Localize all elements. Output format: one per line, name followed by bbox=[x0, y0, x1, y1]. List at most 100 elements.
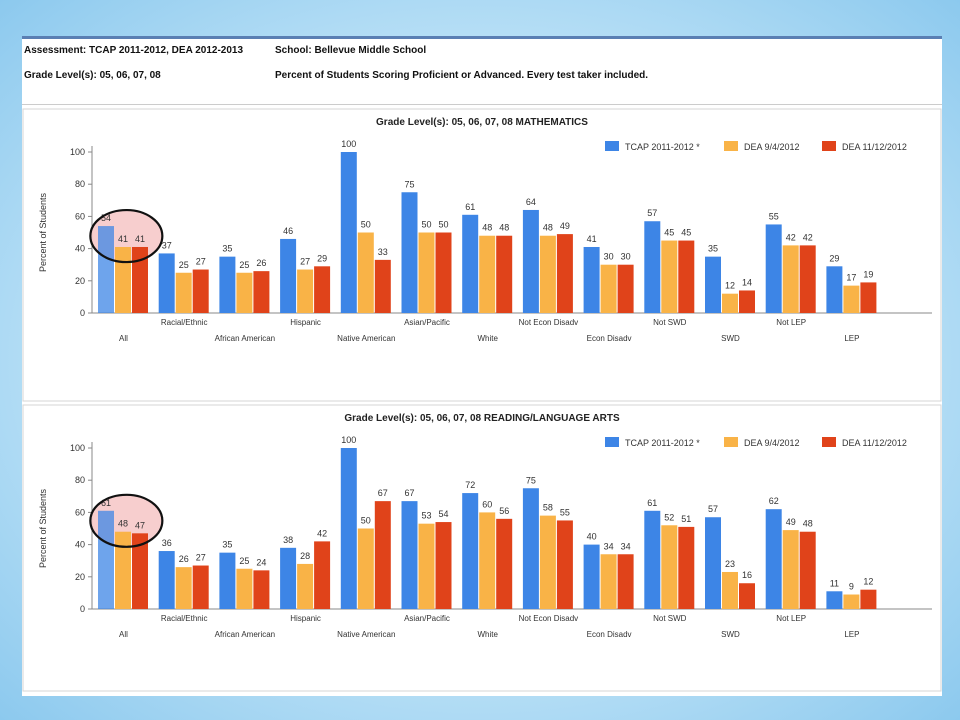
legend-swatch bbox=[724, 437, 738, 447]
data-label: 58 bbox=[543, 503, 553, 513]
data-label: 46 bbox=[283, 226, 293, 236]
bar bbox=[236, 272, 253, 313]
bar bbox=[617, 264, 634, 313]
legend-swatch bbox=[605, 437, 619, 447]
x-tick-label: All bbox=[119, 334, 128, 343]
bar bbox=[496, 518, 513, 609]
data-label: 12 bbox=[725, 281, 735, 291]
x-tick-label: LEP bbox=[844, 630, 859, 639]
data-label: 41 bbox=[135, 234, 145, 244]
data-label: 57 bbox=[647, 208, 657, 218]
x-tick-label: White bbox=[477, 334, 498, 343]
x-tick-label: Racial/Ethnic bbox=[161, 614, 208, 623]
bar bbox=[496, 235, 513, 313]
bar bbox=[462, 214, 479, 313]
x-tick-label: Native American bbox=[337, 334, 395, 343]
data-label: 50 bbox=[361, 220, 371, 230]
y-tick-label: 100 bbox=[70, 443, 85, 453]
data-label: 35 bbox=[222, 244, 232, 254]
bar bbox=[401, 192, 418, 313]
data-label: 29 bbox=[829, 253, 839, 263]
x-tick-label: Not SWD bbox=[653, 614, 687, 623]
data-label: 41 bbox=[118, 234, 128, 244]
data-label: 67 bbox=[404, 488, 414, 498]
bar bbox=[314, 266, 331, 313]
legend-swatch bbox=[822, 141, 836, 151]
bar bbox=[314, 541, 331, 609]
data-label: 49 bbox=[560, 221, 570, 231]
data-label: 48 bbox=[803, 519, 813, 529]
y-tick-label: 0 bbox=[80, 604, 85, 614]
data-label: 30 bbox=[604, 252, 614, 262]
bar bbox=[826, 266, 843, 313]
data-label: 64 bbox=[526, 197, 536, 207]
bar bbox=[705, 256, 721, 313]
bar bbox=[600, 554, 617, 609]
school-label: School: Bellevue Middle School bbox=[275, 45, 427, 56]
data-label: 9 bbox=[849, 582, 854, 592]
data-label: 25 bbox=[179, 260, 189, 270]
data-label: 35 bbox=[222, 540, 232, 550]
data-label: 16 bbox=[742, 570, 752, 580]
reading-chart: Grade Level(s): 05, 06, 07, 08 READING/L… bbox=[22, 404, 942, 692]
bar bbox=[583, 246, 600, 313]
data-label: 48 bbox=[543, 223, 553, 233]
bar bbox=[722, 571, 738, 609]
data-label: 57 bbox=[708, 504, 718, 514]
data-label: 50 bbox=[421, 220, 431, 230]
y-tick-label: 20 bbox=[75, 572, 85, 582]
assessment-label: Assessment: TCAP 2011-2012, DEA 2012-201… bbox=[24, 45, 244, 56]
bar bbox=[98, 510, 114, 609]
data-label: 11 bbox=[830, 578, 839, 588]
bar bbox=[739, 290, 755, 313]
bar bbox=[522, 488, 539, 609]
bar bbox=[340, 448, 357, 609]
data-label: 42 bbox=[317, 528, 327, 538]
bar bbox=[843, 594, 860, 609]
data-label: 51 bbox=[681, 514, 691, 524]
x-tick-label: LEP bbox=[844, 334, 859, 343]
bar bbox=[860, 282, 877, 313]
x-tick-label: Not LEP bbox=[776, 318, 806, 327]
data-label: 61 bbox=[647, 498, 657, 508]
data-label: 29 bbox=[317, 253, 327, 263]
x-tick-label: African American bbox=[215, 630, 275, 639]
data-label: 17 bbox=[846, 273, 856, 283]
data-label: 38 bbox=[283, 535, 293, 545]
data-label: 56 bbox=[499, 506, 509, 516]
bar bbox=[860, 589, 877, 609]
legend-label: TCAP 2011-2012 * bbox=[625, 438, 700, 448]
data-label: 48 bbox=[482, 223, 492, 233]
data-label: 54 bbox=[438, 509, 448, 519]
data-label: 49 bbox=[786, 517, 796, 527]
bar bbox=[644, 221, 661, 313]
bar bbox=[175, 567, 192, 609]
x-tick-label: Asian/Pacific bbox=[404, 318, 450, 327]
data-label: 27 bbox=[196, 553, 206, 563]
bar bbox=[739, 583, 755, 609]
header-rule bbox=[22, 36, 942, 39]
bar bbox=[556, 234, 573, 313]
bar bbox=[705, 517, 721, 609]
data-label: 72 bbox=[465, 480, 475, 490]
x-tick-label: Econ Disadv bbox=[587, 334, 632, 343]
data-label: 34 bbox=[621, 541, 631, 551]
x-tick-label: White bbox=[477, 630, 498, 639]
bar bbox=[219, 256, 236, 313]
data-label: 27 bbox=[300, 257, 310, 267]
bar bbox=[253, 570, 270, 609]
bar bbox=[192, 565, 209, 609]
bar bbox=[357, 528, 374, 609]
data-label: 54 bbox=[101, 213, 111, 223]
legend-label: TCAP 2011-2012 * bbox=[625, 142, 700, 152]
bar bbox=[297, 563, 314, 609]
bar bbox=[522, 209, 539, 313]
data-label: 75 bbox=[404, 179, 414, 189]
data-label: 42 bbox=[803, 232, 813, 242]
legend-label: DEA 9/4/2012 bbox=[744, 438, 800, 448]
bar bbox=[340, 152, 357, 313]
data-label: 19 bbox=[863, 269, 873, 279]
bar bbox=[357, 232, 374, 313]
bar bbox=[782, 245, 799, 313]
data-label: 61 bbox=[101, 498, 111, 508]
